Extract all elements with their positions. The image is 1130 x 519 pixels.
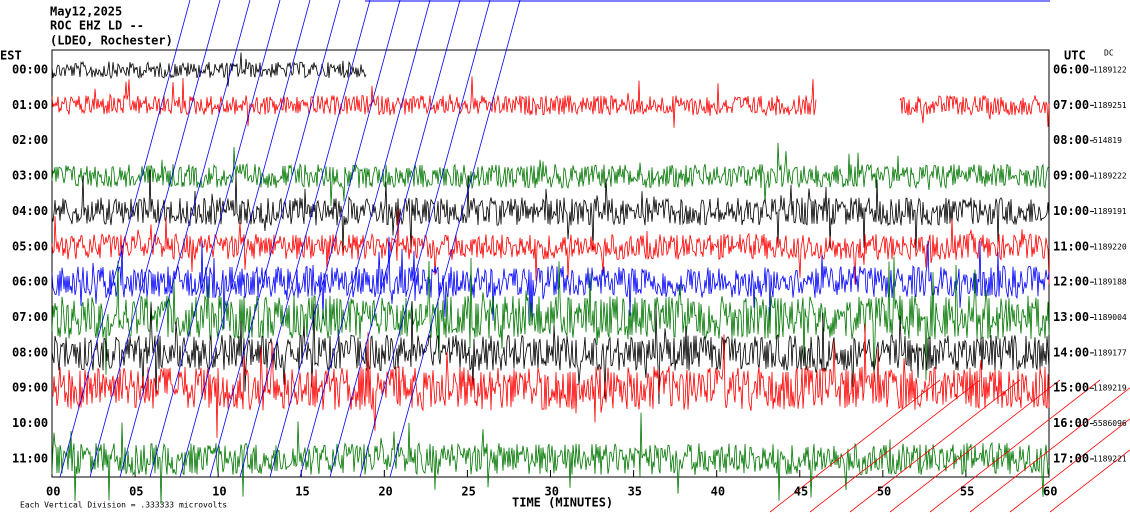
- x-tick-label: 45: [794, 485, 808, 499]
- x-tick-label: 35: [628, 485, 642, 499]
- seismic-trace: [51, 301, 1050, 405]
- utc-label: 06:00: [1053, 63, 1089, 77]
- dc-value: 1189221: [1093, 454, 1127, 463]
- station: ROC EHZ LD --: [50, 19, 144, 33]
- sweep-line: [389, 0, 521, 478]
- est-label: 04:00: [12, 204, 48, 218]
- est-label: 07:00: [12, 310, 48, 324]
- est-label: 02:00: [12, 133, 48, 147]
- est-label: 09:00: [12, 381, 48, 395]
- dc-value: 1189219: [1093, 384, 1127, 393]
- x-tick-label: 05: [129, 485, 143, 499]
- sweep-line: [59, 0, 191, 478]
- sweep-line: [969, 387, 1130, 513]
- utc-label: 09:00: [1053, 169, 1089, 183]
- left-zone: EST: [0, 49, 22, 63]
- sweep-line: [89, 0, 221, 478]
- seismic-trace: [51, 169, 1050, 253]
- seismic-trace: [51, 236, 1050, 329]
- dc-value: 1189004: [1093, 313, 1127, 322]
- utc-label: 11:00: [1053, 239, 1089, 253]
- seismic-trace: [51, 142, 1050, 207]
- seismic-trace: [51, 209, 1050, 285]
- sweep-line: [809, 379, 981, 513]
- x-tick-label: 25: [461, 485, 475, 499]
- right-zone: UTC: [1064, 49, 1086, 63]
- sweep-line: [299, 0, 431, 478]
- seismic-trace: [51, 76, 817, 128]
- sweep-line: [889, 379, 1061, 513]
- dc-value: 1189177: [1093, 348, 1127, 357]
- sweep-line: [239, 0, 371, 478]
- x-tick-label: 55: [960, 485, 974, 499]
- sweep-line: [329, 0, 461, 478]
- x-tick-label: 20: [378, 485, 392, 499]
- date: May12,2025: [50, 5, 122, 19]
- seismic-trace: [899, 94, 1050, 128]
- sweep-line: [209, 0, 341, 478]
- sweep-line: [179, 0, 311, 478]
- sweep-line: [1049, 449, 1130, 513]
- seismic-trace: [51, 412, 1050, 505]
- utc-label: 07:00: [1053, 98, 1089, 112]
- dc-value: 1189220: [1093, 242, 1127, 251]
- utc-label: 08:00: [1053, 133, 1089, 147]
- x-tick-label: 40: [711, 485, 725, 499]
- utc-label: 10:00: [1053, 204, 1089, 218]
- x-tick-label: 30: [545, 485, 559, 499]
- sweep-line: [119, 0, 251, 478]
- utc-label: 13:00: [1053, 310, 1089, 324]
- dc-label: DC: [1104, 49, 1114, 58]
- sweep-line: [929, 379, 1101, 513]
- dc-value: 1189188: [1093, 278, 1127, 287]
- sweep-line: [769, 379, 941, 513]
- sweep-line: [269, 0, 401, 478]
- est-label: 03:00: [12, 169, 48, 183]
- network: (LDEO, Rochester): [50, 34, 173, 48]
- utc-label: 16:00: [1053, 416, 1089, 430]
- est-label: 01:00: [12, 98, 48, 112]
- utc-label: 12:00: [1053, 275, 1089, 289]
- sweep-line: [849, 379, 1021, 513]
- est-label: 08:00: [12, 345, 48, 359]
- dc-value: 5586096: [1093, 419, 1127, 428]
- sweep-line: [149, 0, 281, 478]
- seismic-trace: [51, 52, 367, 87]
- x-tick-label: 10: [212, 485, 226, 499]
- utc-label: 15:00: [1053, 381, 1089, 395]
- sweep-line: [359, 0, 491, 478]
- sweep-line: [1009, 418, 1130, 513]
- dc-value: 1189222: [1093, 172, 1127, 181]
- x-tick-label: 60: [1043, 485, 1057, 499]
- dc-value: 1189122: [1093, 66, 1127, 75]
- x-tick-label: 15: [295, 485, 309, 499]
- x-tick-label: 00: [46, 485, 60, 499]
- dc-value: 514819: [1093, 136, 1122, 145]
- dc-value: 1189191: [1093, 207, 1127, 216]
- est-label: 05:00: [12, 239, 48, 253]
- footer: Each Vertical Division = .333333 microvo…: [20, 501, 227, 510]
- x-label: TIME (MINUTES): [512, 496, 613, 510]
- x-tick-label: 50: [877, 485, 891, 499]
- seismic-trace: [51, 256, 1050, 383]
- utc-label: 14:00: [1053, 345, 1089, 359]
- dc-value: 1189251: [1093, 101, 1127, 110]
- est-label: 11:00: [12, 451, 48, 465]
- est-label: 10:00: [12, 416, 48, 430]
- est-label: 06:00: [12, 275, 48, 289]
- seismic-trace: [51, 323, 1050, 438]
- est-label: 00:00: [12, 63, 48, 77]
- utc-label: 17:00: [1053, 451, 1089, 465]
